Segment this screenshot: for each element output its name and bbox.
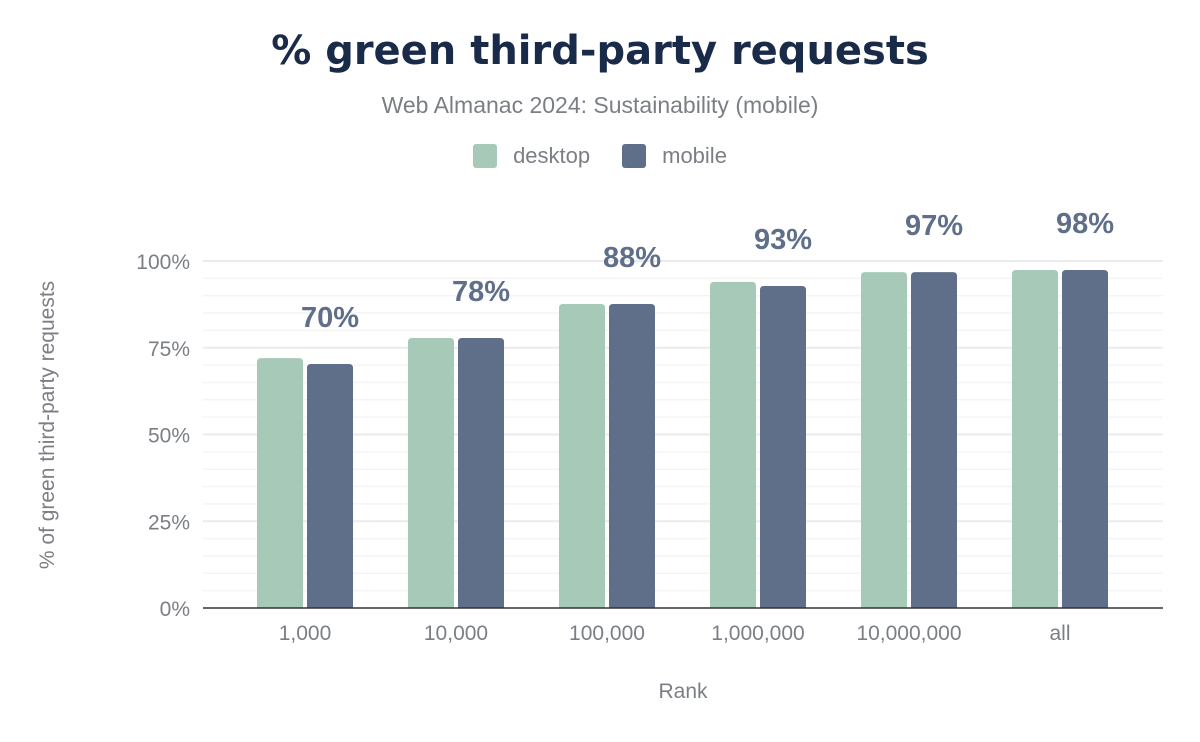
data-label: 70% bbox=[301, 302, 359, 334]
x-tick-label: 10,000 bbox=[424, 622, 488, 645]
legend-item-desktop[interactable]: desktop bbox=[473, 143, 590, 169]
bar-mobile bbox=[1062, 270, 1108, 608]
chart-title: % green third-party requests bbox=[271, 28, 929, 74]
data-label: 98% bbox=[1056, 208, 1114, 240]
x-axis-title: Rank bbox=[658, 680, 708, 703]
bar-mobile bbox=[760, 285, 806, 608]
legend-swatch-mobile bbox=[622, 144, 647, 168]
legend-label-mobile: mobile bbox=[662, 143, 727, 168]
bar-mobile bbox=[609, 304, 655, 608]
x-tick-label: 10,000,000 bbox=[856, 622, 961, 645]
y-tick-label: 75% bbox=[148, 338, 190, 361]
x-tick-label: all bbox=[1049, 622, 1070, 645]
bar-desktop bbox=[710, 281, 756, 608]
bar-desktop bbox=[1012, 270, 1058, 608]
bar-mobile bbox=[458, 338, 504, 608]
data-label: 78% bbox=[452, 276, 510, 308]
x-tick-label: 1,000,000 bbox=[711, 622, 804, 645]
bar-desktop bbox=[861, 272, 907, 608]
data-label: 97% bbox=[905, 210, 963, 242]
y-tick-label: 50% bbox=[148, 425, 190, 448]
bar-desktop bbox=[257, 358, 303, 608]
data-label: 93% bbox=[754, 224, 812, 256]
y-axis-title: % of green third-party requests bbox=[36, 281, 59, 569]
x-tick-label: 100,000 bbox=[569, 622, 645, 645]
y-tick-label: 100% bbox=[136, 251, 190, 274]
legend: desktop mobile bbox=[0, 143, 1200, 169]
y-tick-label: 0% bbox=[160, 598, 190, 621]
data-label: 88% bbox=[603, 242, 661, 274]
bar-desktop bbox=[408, 338, 454, 608]
chart-subtitle: Web Almanac 2024: Sustainability (mobile… bbox=[381, 92, 819, 118]
bar-mobile bbox=[307, 364, 353, 608]
bar-desktop bbox=[559, 304, 605, 608]
legend-label-desktop: desktop bbox=[513, 143, 591, 168]
legend-item-mobile[interactable]: mobile bbox=[622, 143, 727, 169]
y-tick-label: 25% bbox=[148, 511, 190, 534]
bar-mobile bbox=[911, 272, 957, 608]
x-tick-label: 1,000 bbox=[279, 622, 332, 645]
legend-swatch-desktop bbox=[473, 144, 498, 168]
